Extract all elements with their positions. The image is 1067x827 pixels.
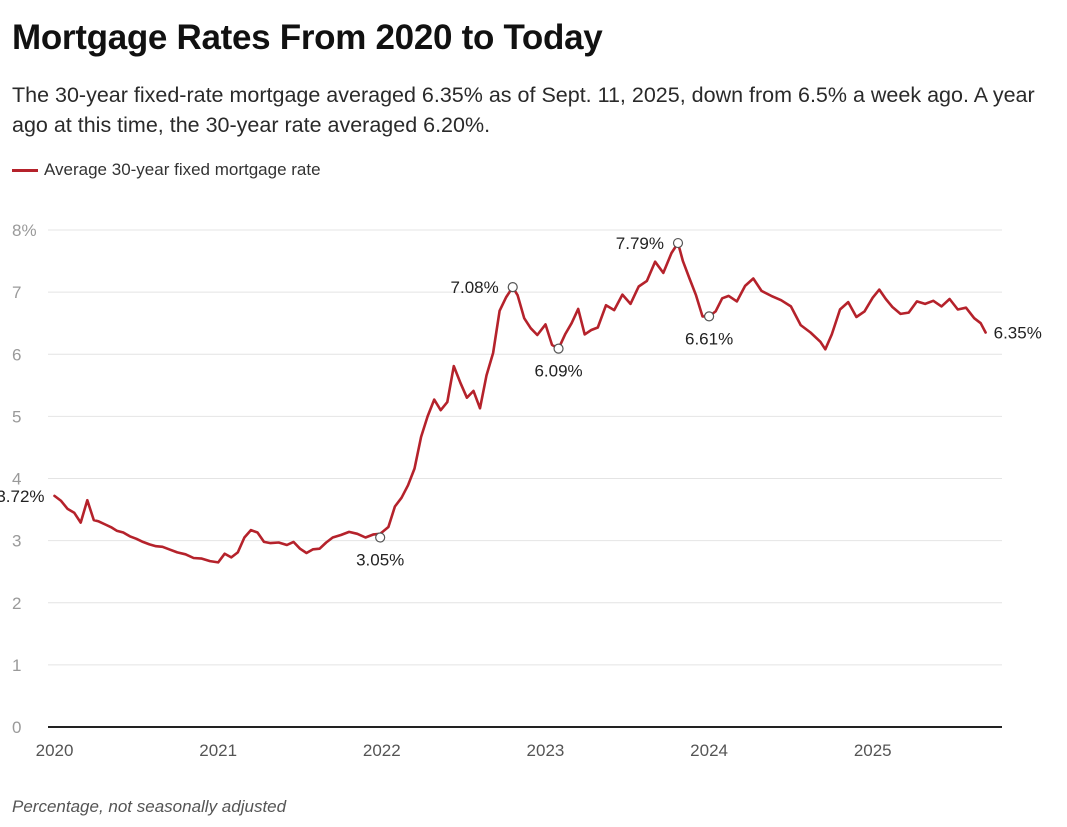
y-axis-ticks: 0 1 2 3 4 5 6 7 8% [12, 221, 37, 737]
x-tick-label: 2023 [527, 741, 565, 760]
footnote: Percentage, not seasonally adjusted [12, 797, 287, 816]
annotation-label: 6.35% [994, 324, 1042, 343]
annotation-label: 6.09% [534, 362, 582, 381]
y-tick-label: 2 [12, 594, 21, 613]
chart-title: Mortgage Rates From 2020 to Today [12, 18, 603, 57]
y-tick-label: 4 [12, 470, 21, 489]
x-tick-label: 2024 [690, 741, 728, 760]
annotation-marker [703, 311, 715, 322]
annotation-label: 3.05% [356, 551, 404, 570]
series-line-0 [53, 241, 987, 564]
x-axis-ticks: 2020 2021 2022 2023 2024 2025 [36, 741, 892, 760]
x-tick-label: 2021 [199, 741, 237, 760]
annotation-marker [672, 237, 684, 249]
annotation-marker [375, 532, 386, 543]
annotation-label: 7.79% [616, 234, 664, 253]
chart-subtitle: The 30-year fixed-rate mortgage averaged… [12, 83, 1035, 137]
annotations: 3.72% 3.05% 7.08% 6.09% 7.79% 6.61% 6.35% [0, 234, 1042, 569]
annotation-label: 3.72% [0, 487, 45, 506]
gridlines [48, 229, 1002, 728]
y-tick-label: 7 [12, 283, 21, 302]
y-tick-label: 0 [12, 718, 21, 737]
rate-series [53, 241, 987, 564]
legend-line-swatch [12, 168, 38, 172]
x-tick-label: 2022 [363, 741, 401, 760]
annotation-marker [553, 343, 564, 354]
x-tick-label: 2025 [854, 741, 892, 760]
legend-label: Average 30-year fixed mortgage rate [44, 160, 321, 179]
y-tick-label: 8% [12, 221, 37, 240]
annotation-marker [507, 282, 518, 293]
y-tick-label: 3 [12, 532, 21, 551]
legend: Average 30-year fixed mortgage rate [12, 160, 321, 180]
y-tick-label: 6 [12, 345, 21, 364]
y-tick-label: 5 [12, 407, 21, 426]
x-tick-label: 2020 [36, 741, 74, 760]
y-tick-label: 1 [12, 656, 21, 675]
annotation-label: 7.08% [451, 278, 499, 297]
annotation-label: 6.61% [685, 329, 733, 348]
